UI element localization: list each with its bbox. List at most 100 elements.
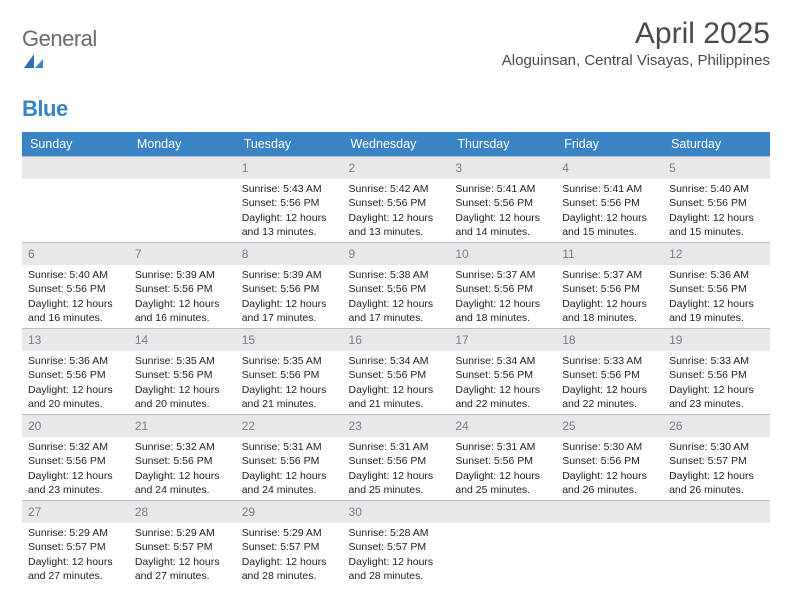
sunrise-text: Sunrise: 5:41 AM	[562, 182, 657, 196]
daylight-text: Daylight: 12 hours	[349, 211, 444, 225]
sunset-text: Sunset: 5:57 PM	[28, 540, 123, 554]
day-number-bar: 6	[22, 242, 129, 265]
sunrise-text: Sunrise: 5:29 AM	[242, 526, 337, 540]
day-details: Sunrise: 5:32 AMSunset: 5:56 PMDaylight:…	[22, 437, 129, 499]
daylight-text: and 18 minutes.	[562, 311, 657, 325]
sunrise-text: Sunrise: 5:31 AM	[349, 440, 444, 454]
daylight-text: and 14 minutes.	[455, 225, 550, 239]
day-details: Sunrise: 5:31 AMSunset: 5:56 PMDaylight:…	[343, 437, 450, 499]
calendar-week-row: 27Sunrise: 5:29 AMSunset: 5:57 PMDayligh…	[22, 500, 770, 586]
day-details: Sunrise: 5:33 AMSunset: 5:56 PMDaylight:…	[556, 351, 663, 413]
day-details: Sunrise: 5:36 AMSunset: 5:56 PMDaylight:…	[22, 351, 129, 413]
day-details: Sunrise: 5:30 AMSunset: 5:56 PMDaylight:…	[556, 437, 663, 499]
sunrise-text: Sunrise: 5:38 AM	[349, 268, 444, 282]
calendar-page: General Blue April 2025 Aloguinsan, Cent…	[0, 0, 792, 596]
sunset-text: Sunset: 5:56 PM	[349, 196, 444, 210]
day-details: Sunrise: 5:29 AMSunset: 5:57 PMDaylight:…	[236, 523, 343, 585]
sunset-text: Sunset: 5:56 PM	[669, 282, 764, 296]
sunrise-text: Sunrise: 5:35 AM	[242, 354, 337, 368]
daylight-text: and 27 minutes.	[135, 569, 230, 583]
day-number-bar: 28	[129, 500, 236, 523]
day-number-bar: 18	[556, 328, 663, 351]
sunset-text: Sunset: 5:56 PM	[242, 368, 337, 382]
daylight-text: Daylight: 12 hours	[349, 297, 444, 311]
sunset-text: Sunset: 5:56 PM	[669, 196, 764, 210]
day-details: Sunrise: 5:36 AMSunset: 5:56 PMDaylight:…	[663, 265, 770, 327]
daylight-text: and 21 minutes.	[242, 397, 337, 411]
day-details: Sunrise: 5:32 AMSunset: 5:56 PMDaylight:…	[129, 437, 236, 499]
daylight-text: and 22 minutes.	[562, 397, 657, 411]
day-number-bar: 16	[343, 328, 450, 351]
sunrise-text: Sunrise: 5:39 AM	[242, 268, 337, 282]
daylight-text: and 23 minutes.	[28, 483, 123, 497]
location-subtitle: Aloguinsan, Central Visayas, Philippines	[502, 52, 770, 69]
day-details: Sunrise: 5:41 AMSunset: 5:56 PMDaylight:…	[556, 179, 663, 241]
sunset-text: Sunset: 5:56 PM	[455, 368, 550, 382]
day-number-bar: 13	[22, 328, 129, 351]
day-details: Sunrise: 5:34 AMSunset: 5:56 PMDaylight:…	[449, 351, 556, 413]
sunset-text: Sunset: 5:56 PM	[242, 196, 337, 210]
sunrise-text: Sunrise: 5:34 AM	[349, 354, 444, 368]
day-number-bar: 8	[236, 242, 343, 265]
day-number-bar: 11	[556, 242, 663, 265]
daylight-text: Daylight: 12 hours	[562, 469, 657, 483]
daylight-text: and 16 minutes.	[135, 311, 230, 325]
daylight-text: and 25 minutes.	[349, 483, 444, 497]
daylight-text: and 22 minutes.	[455, 397, 550, 411]
calendar-cell: 24Sunrise: 5:31 AMSunset: 5:56 PMDayligh…	[449, 414, 556, 500]
sunset-text: Sunset: 5:56 PM	[349, 282, 444, 296]
day-number-bar: 25	[556, 414, 663, 437]
calendar-table: Sunday Monday Tuesday Wednesday Thursday…	[22, 132, 770, 586]
day-number-bar	[663, 500, 770, 523]
daylight-text: Daylight: 12 hours	[242, 469, 337, 483]
sunset-text: Sunset: 5:56 PM	[28, 454, 123, 468]
daylight-text: Daylight: 12 hours	[135, 383, 230, 397]
day-number-bar: 19	[663, 328, 770, 351]
daylight-text: Daylight: 12 hours	[562, 383, 657, 397]
sunrise-text: Sunrise: 5:28 AM	[349, 526, 444, 540]
sunset-text: Sunset: 5:56 PM	[135, 454, 230, 468]
sunrise-text: Sunrise: 5:30 AM	[669, 440, 764, 454]
daylight-text: and 23 minutes.	[669, 397, 764, 411]
sunset-text: Sunset: 5:56 PM	[28, 282, 123, 296]
sunset-text: Sunset: 5:56 PM	[455, 454, 550, 468]
calendar-cell: 15Sunrise: 5:35 AMSunset: 5:56 PMDayligh…	[236, 328, 343, 414]
day-number-bar: 9	[343, 242, 450, 265]
daylight-text: Daylight: 12 hours	[562, 297, 657, 311]
calendar-cell: 11 Sunrise: 5:37 AMSunset: 5:56 PMDayligh…	[556, 242, 663, 328]
day-number-bar: 1	[236, 156, 343, 179]
calendar-cell: 3Sunrise: 5:41 AMSunset: 5:56 PMDaylight…	[449, 156, 556, 242]
day-number-bar	[129, 156, 236, 179]
day-details: Sunrise: 5:43 AMSunset: 5:56 PMDaylight:…	[236, 179, 343, 241]
day-number-bar: 29	[236, 500, 343, 523]
calendar-body: 1Sunrise: 5:43 AMSunset: 5:56 PMDaylight…	[22, 156, 770, 586]
sunrise-text: Sunrise: 5:35 AM	[135, 354, 230, 368]
calendar-cell: 20Sunrise: 5:32 AMSunset: 5:56 PMDayligh…	[22, 414, 129, 500]
sunset-text: Sunset: 5:57 PM	[135, 540, 230, 554]
calendar-cell	[449, 500, 556, 586]
daylight-text: Daylight: 12 hours	[669, 211, 764, 225]
daylight-text: Daylight: 12 hours	[135, 555, 230, 569]
calendar-cell: 10Sunrise: 5:37 AMSunset: 5:56 PMDayligh…	[449, 242, 556, 328]
daylight-text: Daylight: 12 hours	[242, 297, 337, 311]
day-details: Sunrise: 5:39 AMSunset: 5:56 PMDaylight:…	[129, 265, 236, 327]
daylight-text: Daylight: 12 hours	[28, 383, 123, 397]
daylight-text: Daylight: 12 hours	[28, 297, 123, 311]
day-details: Sunrise: 5:40 AMSunset: 5:56 PMDaylight:…	[663, 179, 770, 241]
daylight-text: Daylight: 12 hours	[349, 383, 444, 397]
daylight-text: Daylight: 12 hours	[135, 469, 230, 483]
daylight-text: and 28 minutes.	[349, 569, 444, 583]
daylight-text: and 24 minutes.	[242, 483, 337, 497]
sunrise-text: Sunrise: 5:37 AM	[562, 268, 657, 282]
calendar-cell: 13Sunrise: 5:36 AMSunset: 5:56 PMDayligh…	[22, 328, 129, 414]
day-details: Sunrise: 5:31 AMSunset: 5:56 PMDaylight:…	[236, 437, 343, 499]
day-number-bar: 12	[663, 242, 770, 265]
day-details: Sunrise: 5:35 AMSunset: 5:56 PMDaylight:…	[129, 351, 236, 413]
day-number-bar: 20	[22, 414, 129, 437]
calendar-cell: 26Sunrise: 5:30 AMSunset: 5:57 PMDayligh…	[663, 414, 770, 500]
day-details: Sunrise: 5:40 AMSunset: 5:56 PMDaylight:…	[22, 265, 129, 327]
daylight-text: Daylight: 12 hours	[455, 383, 550, 397]
sunset-text: Sunset: 5:56 PM	[562, 282, 657, 296]
daylight-text: Daylight: 12 hours	[242, 383, 337, 397]
calendar-cell: 29Sunrise: 5:29 AMSunset: 5:57 PMDayligh…	[236, 500, 343, 586]
